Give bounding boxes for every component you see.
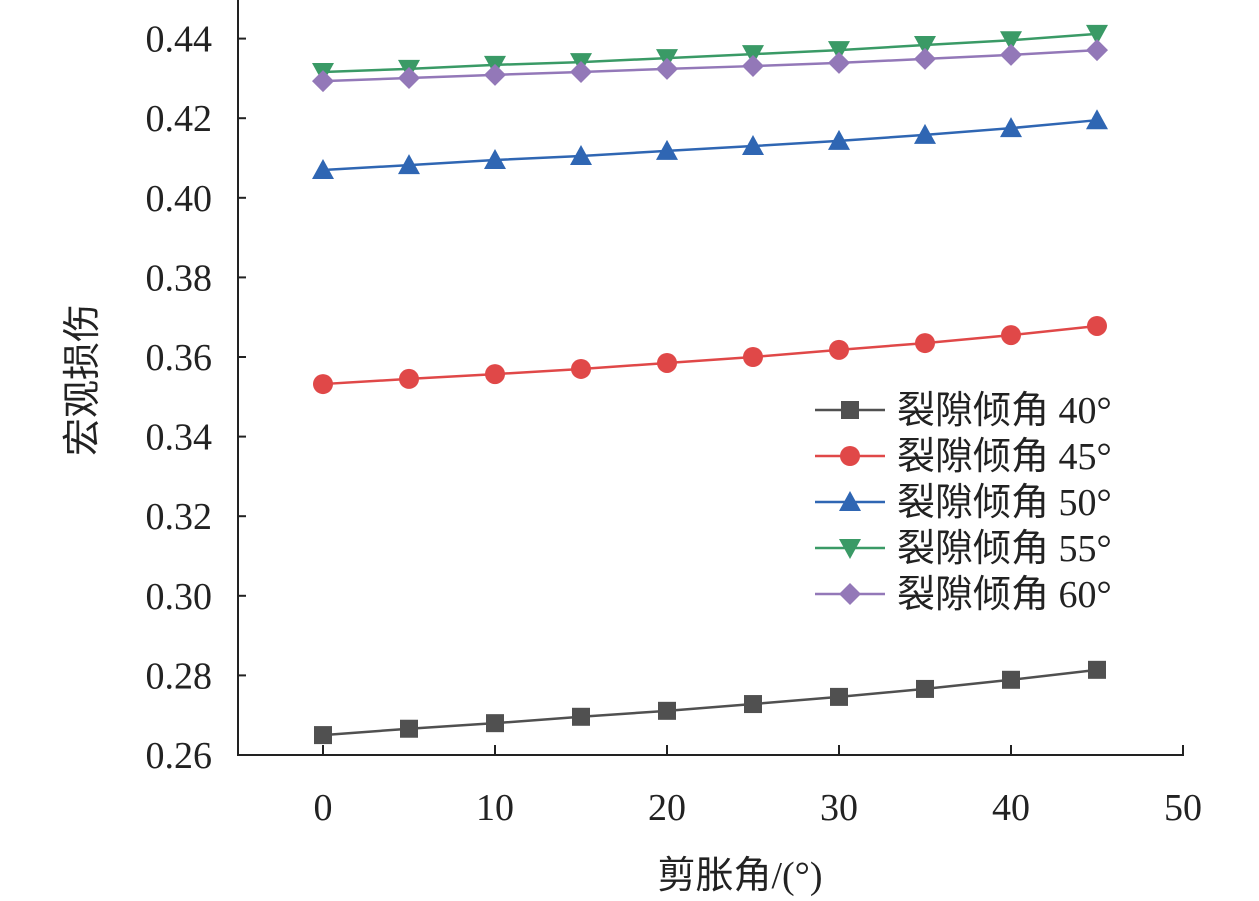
diamond-marker	[484, 63, 506, 86]
diamond-marker	[1086, 39, 1108, 62]
triangle-up-marker	[1000, 117, 1022, 138]
x-axis-label: 剪胀角/(°)	[657, 855, 822, 897]
triangle-down-marker	[914, 35, 936, 56]
triangle-down-marker	[1000, 31, 1022, 52]
y-tick-label: 0.34	[146, 417, 213, 459]
x-tick-label: 30	[820, 787, 858, 829]
triangle-down-marker	[839, 539, 861, 559]
square-marker	[572, 707, 590, 726]
y-tick-label: 0.26	[146, 735, 213, 777]
y-tick-label: 0.40	[146, 178, 213, 220]
series-line	[322, 324, 1098, 386]
y-tick-label: 0.36	[146, 337, 213, 379]
y-tick-label: 0.30	[146, 576, 213, 618]
legend-label: 裂隙倾角 55°	[897, 528, 1112, 570]
triangle-up-marker	[656, 139, 678, 160]
square-marker	[841, 401, 859, 419]
legend-label: 裂隙倾角 60°	[897, 574, 1112, 616]
diamond-marker	[914, 47, 936, 70]
square-marker	[486, 714, 504, 733]
y-tick-label: 0.44	[146, 19, 213, 61]
diamond-marker	[570, 61, 592, 84]
series-line	[322, 668, 1098, 737]
circle-marker	[1001, 325, 1021, 346]
legend: 裂隙倾角 40°裂隙倾角 45°裂隙倾角 50°裂隙倾角 55°裂隙倾角 60°	[815, 390, 1112, 616]
circle-marker	[829, 339, 849, 360]
x-tick-label: 20	[648, 787, 686, 829]
diamond-marker	[742, 55, 764, 78]
triangle-up-marker	[742, 135, 764, 156]
circle-marker	[1087, 315, 1107, 336]
circle-marker	[485, 364, 505, 385]
legend-item: 裂隙倾角 60°	[815, 574, 1112, 616]
triangle-up-marker	[484, 148, 506, 169]
series-40	[314, 660, 1106, 745]
x-tick-label: 0	[314, 787, 333, 829]
square-marker	[314, 726, 332, 745]
series-line	[322, 32, 1098, 74]
series-45	[313, 315, 1107, 395]
triangle-up-marker	[312, 158, 334, 179]
legend-item: 裂隙倾角 50°	[815, 482, 1112, 524]
triangle-up-marker	[828, 129, 850, 150]
square-marker	[1002, 670, 1020, 689]
y-tick-label: 0.32	[146, 496, 213, 538]
diamond-marker	[828, 51, 850, 74]
series-55	[312, 24, 1108, 84]
diamond-marker	[1000, 43, 1022, 66]
y-tick-label: 0.42	[146, 98, 213, 140]
legend-label: 裂隙倾角 40°	[897, 390, 1112, 432]
x-tick-label: 50	[1164, 787, 1202, 829]
triangle-up-marker	[398, 154, 420, 175]
circle-marker	[399, 368, 419, 389]
legend-item: 裂隙倾角 55°	[815, 528, 1112, 570]
triangle-down-marker	[1086, 24, 1108, 45]
x-tick-label: 40	[992, 787, 1030, 829]
circle-marker	[840, 446, 860, 466]
y-tick-label: 0.38	[146, 257, 213, 299]
series-60	[312, 39, 1108, 93]
diamond-marker	[656, 57, 678, 80]
triangle-down-marker	[828, 41, 850, 62]
circle-marker	[915, 333, 935, 354]
circle-marker	[657, 352, 677, 373]
square-marker	[1088, 660, 1106, 679]
legend-label: 裂隙倾角 50°	[897, 482, 1112, 524]
diamond-marker	[312, 70, 334, 93]
triangle-up-marker	[570, 145, 592, 166]
square-marker	[658, 701, 676, 720]
series-50	[312, 109, 1108, 179]
square-marker	[830, 687, 848, 706]
triangle-up-marker	[914, 123, 936, 144]
circle-marker	[313, 374, 333, 395]
circle-marker	[743, 347, 763, 367]
y-tick-label: 0.28	[146, 655, 213, 697]
x-tick-label: 10	[476, 787, 514, 829]
series-line	[322, 118, 1098, 172]
square-marker	[916, 679, 934, 698]
legend-item: 裂隙倾角 40°	[815, 390, 1112, 432]
circle-marker	[571, 358, 591, 379]
series-line	[322, 48, 1098, 83]
y-axis-label: 宏观损伤	[62, 304, 104, 456]
diamond-marker	[839, 583, 861, 605]
diamond-marker	[398, 67, 420, 90]
legend-label: 裂隙倾角 45°	[897, 436, 1112, 478]
square-marker	[400, 719, 418, 738]
triangle-up-marker	[839, 491, 861, 511]
triangle-up-marker	[1086, 109, 1108, 130]
square-marker	[744, 695, 762, 714]
legend-item: 裂隙倾角 45°	[815, 436, 1112, 478]
